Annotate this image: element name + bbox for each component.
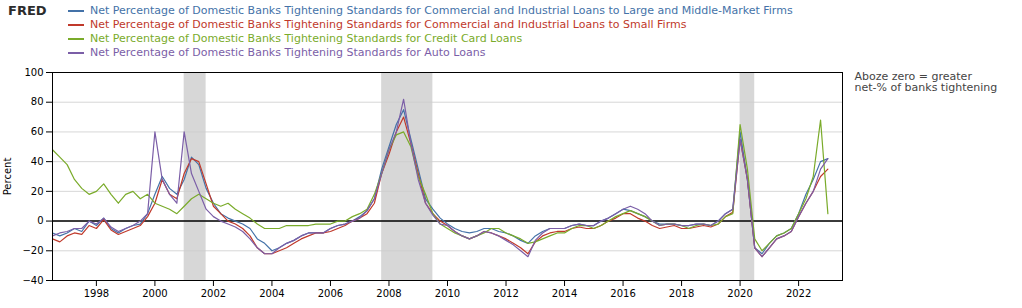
svg-text:2002: 2002 — [201, 288, 226, 299]
svg-text:2010: 2010 — [435, 288, 460, 299]
svg-text:80: 80 — [31, 96, 44, 107]
svg-text:60: 60 — [31, 126, 44, 137]
svg-text:2022: 2022 — [786, 288, 811, 299]
svg-text:0: 0 — [37, 215, 43, 226]
svg-text:−20: −20 — [22, 245, 43, 256]
svg-text:Aboze zero = greaternet-% of b: Aboze zero = greaternet-% of banks tight… — [855, 70, 998, 94]
svg-text:2008: 2008 — [376, 288, 401, 299]
html-text:Net Percentage of Domestic Ban: Net Percentage of Domestic Banks Tighten… — [90, 32, 523, 45]
svg-text:1998: 1998 — [84, 288, 109, 299]
svg-text:2018: 2018 — [669, 288, 694, 299]
svg-text:100: 100 — [24, 67, 43, 78]
html-text:Net Percentage of Domestic Ban: Net Percentage of Domestic Banks Tighten… — [90, 46, 486, 59]
svg-text:40: 40 — [31, 156, 44, 167]
svg-text:2020: 2020 — [727, 288, 752, 299]
svg-text:2012: 2012 — [493, 288, 518, 299]
html-text:Net Percentage of Domestic Ban: Net Percentage of Domestic Banks Tighten… — [90, 18, 687, 31]
svg-text:2016: 2016 — [610, 288, 635, 299]
svg-text:2000: 2000 — [142, 288, 167, 299]
svg-text:Percent: Percent — [2, 158, 13, 196]
svg-text:−40: −40 — [22, 275, 43, 286]
svg-text:2006: 2006 — [318, 288, 343, 299]
svg-text:2014: 2014 — [552, 288, 577, 299]
svg-text:2004: 2004 — [259, 288, 284, 299]
html-text:Net Percentage of Domestic Ban: Net Percentage of Domestic Banks Tighten… — [90, 4, 793, 17]
html-text:FRED: FRED — [8, 3, 47, 18]
svg-text:20: 20 — [31, 186, 44, 197]
